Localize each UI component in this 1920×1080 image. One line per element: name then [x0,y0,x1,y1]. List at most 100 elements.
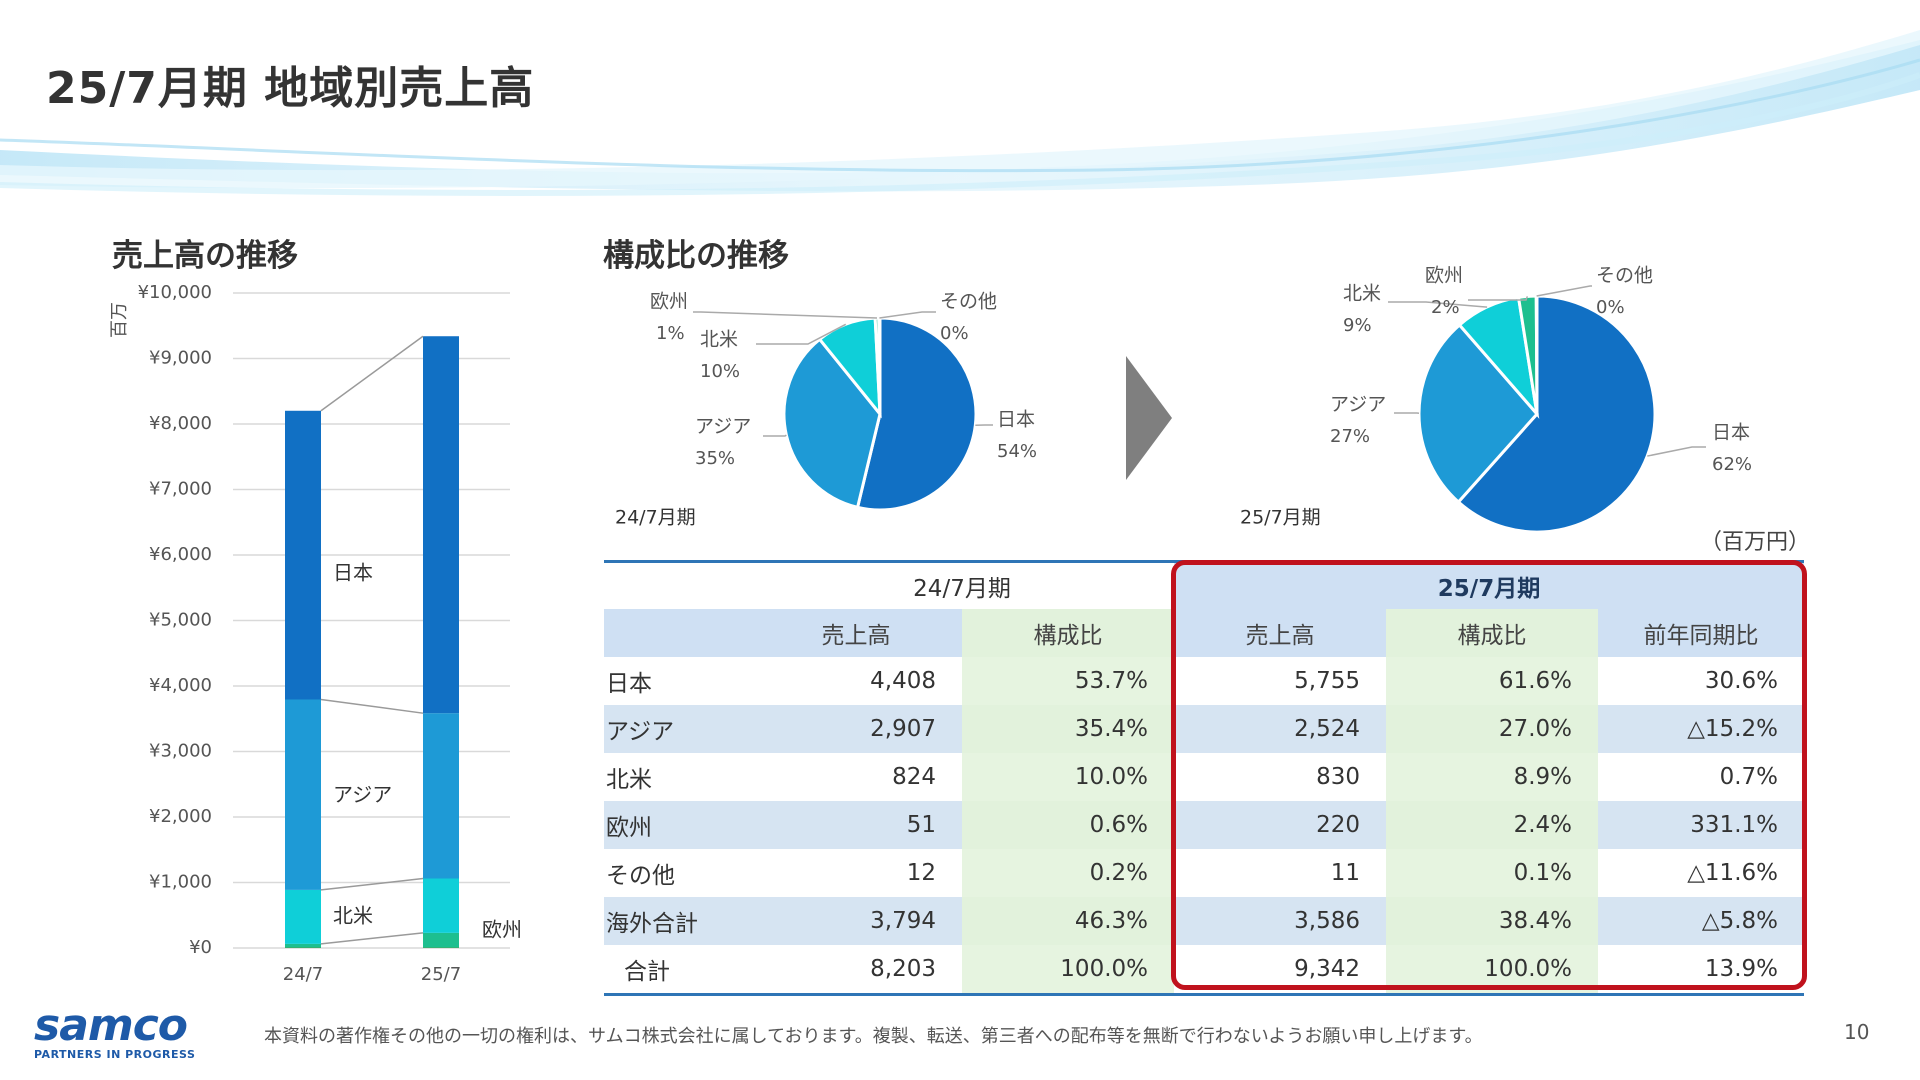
table-cell: 220 [1174,801,1386,849]
table-cell: 13.9% [1598,945,1804,996]
table-row: 海外合計 3,794 46.3% 3,586 38.4% △5.8% [604,897,1804,945]
pie-label-name: 北米 [700,329,738,351]
bar-label-asia: アジア [333,783,392,807]
y-tick-label: ¥10,000 [138,282,212,303]
table-row: アジア 2,907 35.4% 2,524 27.0% △15.2% [604,705,1804,753]
pie-leader-line [756,323,847,345]
row-label: 北米 [606,767,652,793]
pie-slice-アジア [782,337,882,510]
column-header-row: 売上高 構成比 売上高 構成比 前年同期比 [604,609,1804,657]
table-cell: 12 [906,860,936,886]
pie-label-name: 日本 [1712,422,1750,444]
bar-segment-日本 [285,410,321,700]
table-cell: 3,586 [1174,897,1386,945]
table-cell: 53.7% [962,657,1174,705]
bar-segment-アジア [285,699,321,890]
table-cell: 2.4% [1386,801,1598,849]
copyright-notice: 本資料の著作権その他の一切の権利は、サムコ株式会社に属しております。複製、転送、… [264,1026,1483,1047]
row-label-header [604,609,750,657]
period-header-row: 24/7月期 25/7月期 [604,560,1804,609]
table-cell: 27.0% [1386,705,1598,753]
pie-label-percent: 0% [940,323,969,344]
bar-segment-その他 [423,947,459,948]
bar-label-japan: 日本 [333,561,373,585]
series-connector-line [320,698,424,714]
table-row: 北米 824 10.0% 830 8.9% 0.7% [604,753,1804,801]
unit-label: （百万円） [1700,530,1811,555]
y-tick-label: ¥0 [189,937,212,958]
pie-slice-その他 [1534,294,1539,415]
table-row: 日本 4,408 53.7% 5,755 61.6% 30.6% [604,657,1804,705]
pie-leader-line [1536,285,1592,297]
pie-label-name: 欧州 [650,291,688,313]
logo-wordmark: samco [34,1000,188,1051]
y-tick-label: ¥6,000 [149,544,212,565]
col-header-share-prev: 構成比 [962,609,1174,657]
x-tick-label: 25/7 [421,964,461,985]
samco-logo: samco PARTNERS IN PROGRESS [34,1000,195,1062]
col-header-sales-prev: 売上高 [750,609,962,657]
pie-chart-section-title: 構成比の推移 [603,238,789,274]
table-body: 日本 4,408 53.7% 5,755 61.6% 30.6% アジア 2,907 35.4%… [604,657,1804,996]
regional-sales-table: 24/7月期 25/7月期 売上高 構成比 売上高 構成比 前年同期比 日本 4,… [604,560,1804,996]
row-label: アジア [604,705,750,753]
pie-label-name: 欧州 [1425,265,1463,287]
y-tick-label: ¥3,000 [149,741,212,762]
table-cell: 100.0% [1386,945,1598,996]
bar-segment-北米 [285,889,321,944]
pie-label-percent: 27% [1330,426,1370,447]
table-cell: 11 [1330,860,1360,886]
pie-label-percent: 35% [695,448,735,469]
pie-label-name: 日本 [997,409,1035,431]
table-cell: 2,524 [1174,705,1386,753]
pie-period-label: 24/7月期 [615,507,696,529]
table-cell: 35.4% [962,705,1174,753]
pie-label-percent: 2% [1431,297,1460,318]
table-cell: 5,755 [1294,668,1360,694]
bar-segment-欧州 [285,943,321,948]
y-tick-label: ¥5,000 [149,610,212,631]
row-label: 欧州 [604,801,750,849]
bar-chart-section-title: 売上高の推移 [112,238,298,274]
table-cell: 46.3% [962,897,1174,945]
series-connector-line [320,335,424,412]
bar-segment-日本 [423,336,459,714]
col-header-share-current: 構成比 [1386,609,1598,657]
pie-label-name: アジア [1330,394,1386,416]
bar-segment-その他 [285,947,321,948]
blank-corner-cell [604,560,750,609]
table-cell: 0.2% [962,849,1174,897]
bar-label-europe: 欧州 [482,918,522,942]
table-cell: 830 [1316,764,1360,790]
table-cell: 100.0% [962,945,1174,996]
row-label: 海外合計 [604,897,750,945]
period-header-current: 25/7月期 [1174,560,1804,609]
x-tick-label: 24/7 [283,964,323,985]
series-connector-line [320,932,424,945]
table-cell: 0.7% [1719,764,1778,790]
pie-label-percent: 54% [997,441,1037,462]
table-cell: △15.2% [1598,705,1804,753]
y-tick-label: ¥9,000 [149,348,212,369]
pie-slice-日本 [1456,294,1657,534]
table-cell: △11.6% [1687,860,1778,886]
table-cell: 30.6% [1704,668,1778,694]
y-tick-label: ¥7,000 [149,479,212,500]
y-tick-label: ¥8,000 [149,413,212,434]
table-cell: 38.4% [1386,897,1598,945]
table-cell: 61.6% [1386,657,1598,705]
pie-label-name: その他 [1596,265,1653,287]
row-label: 日本 [606,671,652,697]
row-label: その他 [606,863,675,889]
right-triangle-arrow-icon [1126,356,1172,480]
table-cell: 0.6% [962,801,1174,849]
col-header-yoy: 前年同期比 [1598,609,1804,657]
table-cell: 51 [750,801,962,849]
pie-slice-その他 [877,316,882,415]
y-tick-label: ¥2,000 [149,806,212,827]
col-header-sales-current: 売上高 [1174,609,1386,657]
pie-period-label: 25/7月期 [1240,507,1321,529]
period-header-prev: 24/7月期 [750,560,1174,609]
table-cell: 8,203 [750,945,962,996]
pie-leader-line [879,311,936,319]
